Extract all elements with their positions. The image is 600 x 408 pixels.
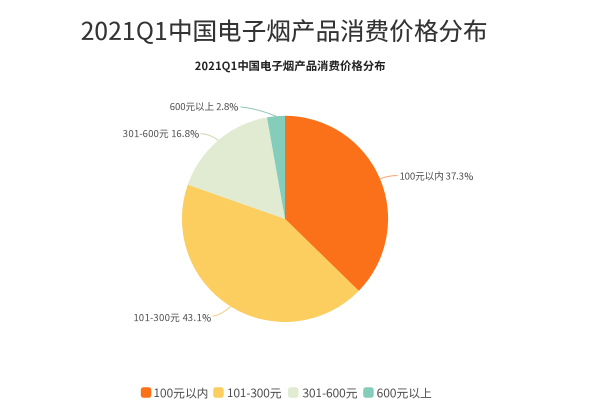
- svg-text:600元以上 2.8%: 600元以上 2.8%: [170, 99, 238, 113]
- svg-text:100元以内 37.3%: 100元以内 37.3%: [399, 169, 473, 183]
- svg-text:100元以内: 100元以内: [154, 385, 209, 402]
- svg-text:101-300元 43.1%: 101-300元 43.1%: [133, 310, 211, 324]
- svg-text:600元以上: 600元以上: [377, 385, 432, 402]
- svg-text:301-600元 16.8%: 301-600元 16.8%: [123, 126, 199, 140]
- svg-text:2021Q1中国电子烟产品消费价格分布: 2021Q1中国电子烟产品消费价格分布: [195, 58, 386, 74]
- svg-text:301-600元: 301-600元: [303, 385, 358, 402]
- svg-text:2021Q1中国电子烟产品消费价格分布: 2021Q1中国电子烟产品消费价格分布: [81, 12, 488, 48]
- svg-text:101-300元: 101-300元: [227, 385, 282, 402]
